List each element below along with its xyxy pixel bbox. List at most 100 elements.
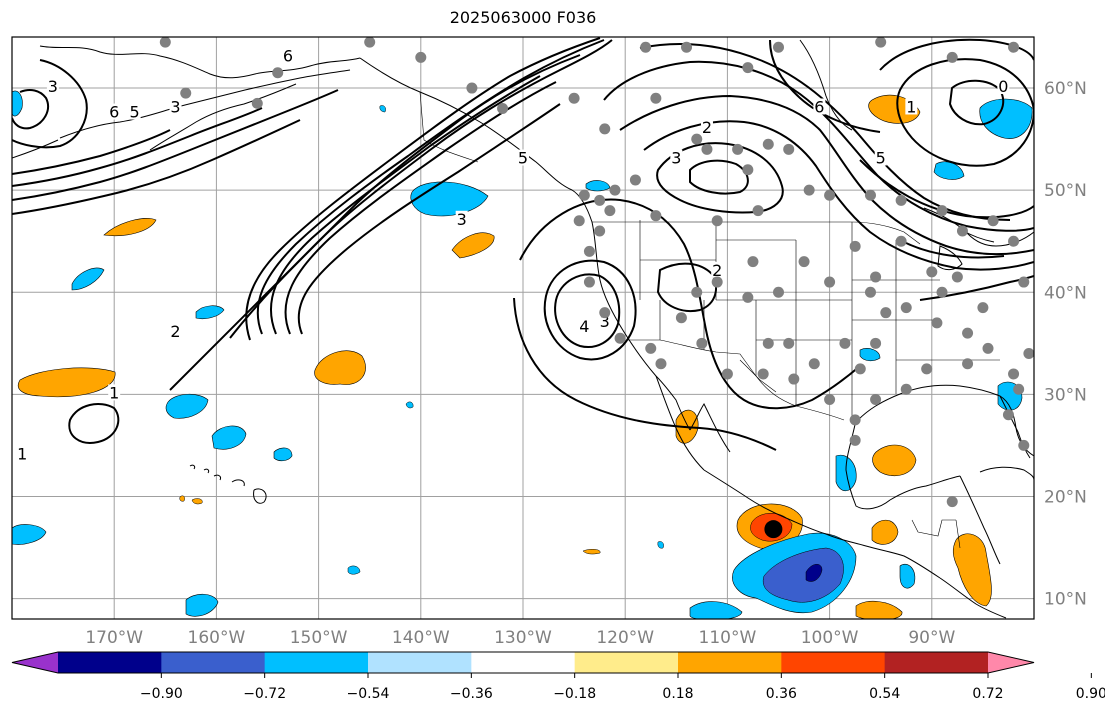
contour-label-bg — [578, 318, 591, 334]
station-markers — [159, 37, 1034, 508]
station-dot — [1002, 409, 1014, 421]
station-dot — [870, 271, 882, 283]
station-dot — [1018, 439, 1030, 451]
station-dot — [762, 337, 774, 349]
cool-patch — [165, 393, 209, 419]
station-dot — [895, 194, 907, 206]
cool-patch — [211, 425, 247, 450]
lon-tick-label: 170°W — [85, 628, 143, 648]
station-dot — [1033, 249, 1034, 254]
station-dot — [599, 307, 611, 319]
warm-patch — [314, 350, 366, 385]
station-dot — [849, 240, 861, 252]
station-dot — [742, 164, 754, 176]
colorbar-tick-label: −0.18 — [553, 686, 596, 702]
station-dot — [497, 102, 509, 114]
station-dot — [691, 286, 703, 298]
lon-tick-label: 140°W — [392, 628, 450, 648]
station-dot — [675, 312, 687, 324]
cool-patch — [805, 564, 823, 582]
station-dot — [1008, 368, 1020, 380]
cool-patch — [405, 401, 414, 409]
contour-label-bg — [169, 98, 182, 115]
station-dot — [773, 286, 784, 298]
contour-label-bg — [281, 47, 294, 64]
station-dot — [609, 184, 621, 196]
contour-label: 2 — [712, 261, 722, 280]
contour-label: 4 — [579, 317, 589, 336]
station-dot — [757, 368, 769, 380]
station-dot — [880, 307, 892, 319]
contour-label: 2 — [702, 118, 712, 137]
station-dot — [864, 286, 876, 298]
contour-label: 5 — [518, 149, 528, 168]
warm-patch — [17, 367, 116, 398]
station-dot — [900, 383, 912, 395]
station-dot — [752, 205, 764, 217]
station-dot — [824, 189, 836, 201]
colorbar-segment — [884, 652, 989, 673]
cool-patch — [273, 447, 293, 462]
colorbar-extend-min — [12, 652, 58, 673]
station-dot — [466, 82, 478, 94]
warm-patch — [451, 232, 495, 259]
station-dot — [1013, 383, 1025, 395]
contour-label: 6 — [283, 46, 293, 65]
colorbar-tick-label: 0.18 — [662, 686, 693, 702]
cool-patch — [185, 593, 219, 617]
contour-label-bg — [874, 149, 887, 166]
station-dot — [839, 337, 851, 349]
lat-tick-label: 30°N — [1044, 385, 1087, 405]
contour-label: 6 — [109, 103, 119, 122]
station-dot — [895, 235, 907, 247]
colorbar-segment — [161, 652, 266, 673]
latitude-labels: 60°N 50°N 40°N 30°N 20°N 10°N — [1044, 79, 1087, 610]
station-dot — [962, 327, 974, 339]
station-dot — [824, 393, 836, 405]
colorbar-tick-label: −0.36 — [450, 686, 493, 702]
station-dot — [956, 225, 968, 237]
warm-patch — [179, 495, 185, 502]
contour-label-bg — [108, 103, 121, 120]
station-dot — [594, 194, 606, 206]
contour-label-bg — [108, 384, 121, 401]
cool-patch — [12, 90, 23, 117]
station-dot — [783, 143, 795, 155]
station-dot — [982, 342, 994, 354]
station-dot — [583, 276, 595, 288]
contour-label-bg — [46, 78, 59, 95]
station-dot — [875, 37, 887, 48]
station-dot — [701, 143, 713, 155]
station-dot — [926, 266, 938, 278]
station-dot — [864, 189, 876, 201]
lon-tick-label: 90°W — [908, 628, 955, 648]
station-dot — [936, 286, 948, 298]
station-dot — [977, 302, 989, 314]
contour-label-bg — [700, 118, 713, 135]
station-dot — [803, 184, 815, 196]
cool-patch — [657, 541, 664, 549]
colorbar-extend-max — [988, 652, 1034, 673]
colorbar-outline — [11, 651, 1035, 674]
colorbar-segment — [58, 652, 162, 673]
station-dot — [788, 373, 800, 385]
station-dot — [849, 434, 861, 446]
warm-patch — [191, 498, 203, 505]
station-dot — [808, 358, 820, 370]
lat-tick-label: 20°N — [1044, 487, 1087, 507]
contour-label-bg — [517, 149, 529, 166]
cool-patch — [379, 105, 386, 113]
station-dot — [272, 67, 284, 79]
station-dot — [364, 37, 376, 48]
contour-label-bg — [455, 210, 468, 227]
colorbar-segment — [264, 652, 369, 673]
station-dot — [742, 62, 754, 74]
station-dot — [696, 337, 708, 349]
cool-patch — [195, 305, 225, 320]
station-dot — [573, 215, 585, 227]
lon-tick-label: 130°W — [494, 628, 552, 648]
station-dot — [762, 138, 774, 150]
station-dot — [159, 37, 171, 48]
